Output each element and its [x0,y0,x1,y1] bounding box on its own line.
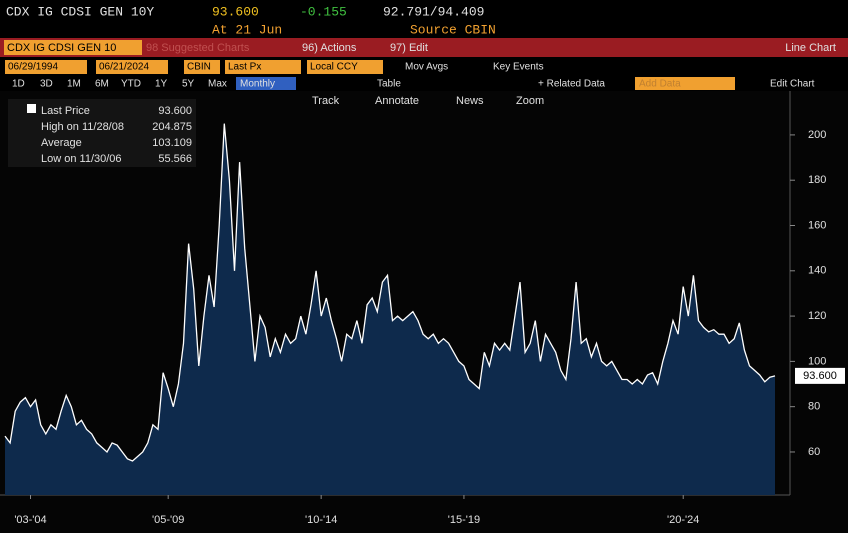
tool[interactable]: Track [312,95,340,107]
legend-label: Low on 11/30/06 [41,153,122,165]
y-tick-label: 80 [808,401,820,413]
key-events[interactable]: Key Events [493,62,544,73]
period[interactable]: 3D [40,79,53,90]
related-data[interactable]: + Related Data [538,79,605,90]
edit-chart[interactable]: Edit Chart [770,79,815,90]
period-buttons: 1D 3D 1M 6M YTD 1Y 5Y Max [12,79,227,90]
start-box[interactable] [5,60,87,74]
source-box[interactable] [184,60,220,74]
change: -0.155 [300,4,347,19]
table[interactable]: Table [377,79,401,90]
period[interactable]: YTD [121,79,141,90]
view: Line Chart [785,42,836,54]
y-tick-label: 140 [808,265,826,277]
legend-label: Last Price [41,105,90,117]
end-box[interactable] [96,60,168,74]
tools: Track Annotate News Zoom [312,95,544,107]
x-tick-label: '20-'24 [667,514,699,526]
frequency[interactable]: Monthly [240,79,275,90]
edit[interactable]: 97) Edit [390,42,428,54]
suggested[interactable]: 98 Suggested Charts [146,42,250,54]
period[interactable]: 1D [12,79,25,90]
plot: 60 80 100 120 140 160 180 200 '03-'04 '05-'09 '10-… [0,91,845,526]
legend-value: 103.109 [152,137,192,149]
period[interactable]: 6M [95,79,109,90]
legend-value: 204.875 [152,121,192,133]
source-field[interactable]: CBIN [187,62,211,73]
last-value: 93.600 [803,370,837,382]
period[interactable]: Max [208,79,227,90]
last-value-box [795,367,845,384]
add-data[interactable]: Add Data [639,79,681,90]
field-box[interactable] [225,60,301,74]
menu-bar [0,38,848,57]
y-tick-label: 60 [808,446,820,458]
ticker: CDX IG CDSI GEN 10Y [6,4,154,19]
x-tick-label: '03-'04 [14,514,46,526]
legend-label: High on 11/28/08 [41,121,124,133]
add-data-box[interactable] [635,77,735,90]
last: 93.600 [212,4,259,19]
tool[interactable]: News [456,95,484,107]
legend-value: 55.566 [158,153,192,165]
start-date[interactable]: 06/29/1994 [8,62,58,73]
y-tick-label: 100 [808,355,826,367]
line [4,123,776,462]
y-tick-label: 180 [808,174,826,186]
legend: Last Price 93.600 High on 11/28/08 204.875 A… [41,105,192,165]
y-tick-label: 160 [808,219,826,231]
frequency-box[interactable] [236,77,296,90]
x-tick-label: '05-'09 [152,514,184,526]
y-tick-label: 200 [808,129,826,141]
x-tick-label: '15-'19 [448,514,480,526]
time: At 21 Jun [212,22,282,37]
x-tick-label: '10-'14 [305,514,337,526]
actions[interactable]: 96) Actions [302,42,357,54]
ccy-box[interactable] [307,60,383,74]
security-box[interactable] [4,40,142,55]
tool[interactable]: Zoom [516,95,544,107]
legend-value: 93.600 [158,105,192,117]
source: Source CBIN [410,22,496,37]
security[interactable]: CDX IG CDSI GEN 10 [7,42,116,54]
legend-label: Average [41,137,82,149]
field[interactable]: Last Px [228,62,261,73]
mov-avgs[interactable]: Mov Avgs [405,62,448,73]
area [5,123,775,495]
legend-box [8,99,196,167]
currency[interactable]: Local CCY [310,62,358,73]
period[interactable]: 1Y [155,79,168,90]
legend-swatch [27,104,36,113]
period[interactable]: 5Y [182,79,195,90]
tool[interactable]: Annotate [375,95,419,107]
y-tick-label: 120 [808,310,826,322]
end-date[interactable]: 06/21/2024 [99,62,149,73]
bid-ask: 92.791/94.409 [383,4,484,19]
period[interactable]: 1M [67,79,81,90]
